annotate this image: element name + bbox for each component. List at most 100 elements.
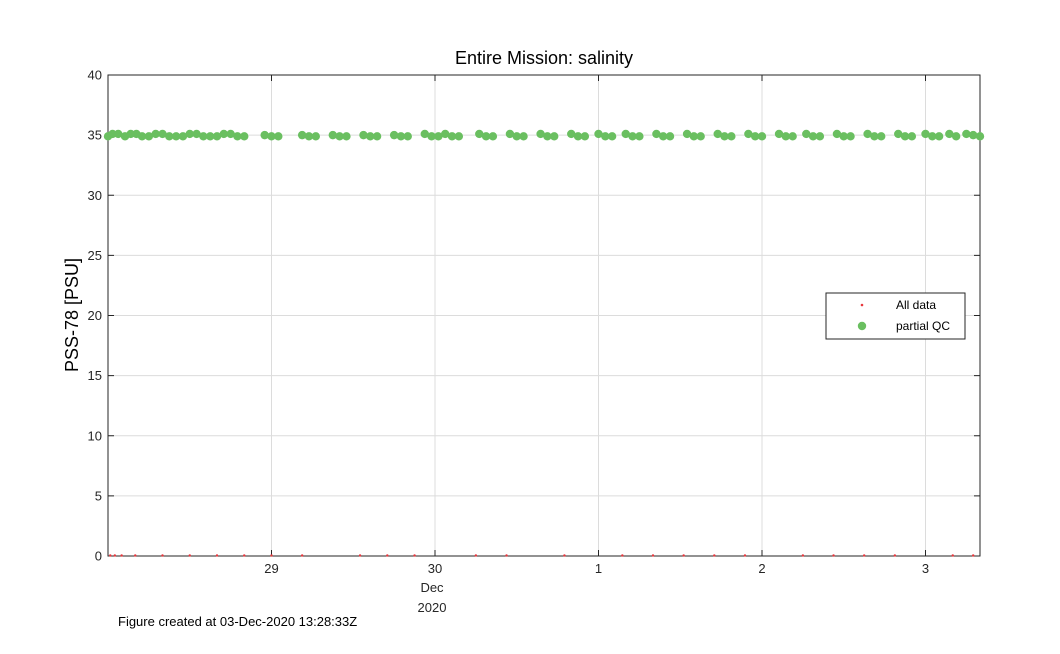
partial-qc-point [158, 129, 167, 139]
x-month-label: Dec [420, 580, 444, 595]
partial-qc-point [720, 132, 729, 141]
partial-qc-point [311, 132, 320, 141]
partial-qc-point [274, 132, 283, 141]
partial-qc-point [512, 132, 521, 141]
partial-qc-point [832, 129, 842, 139]
partial-qc-point [192, 129, 201, 139]
y-tick-label: 25 [88, 248, 102, 263]
partial-qc-point [567, 129, 576, 139]
partial-qc-point [621, 129, 630, 139]
figure-created-note: Figure created at 03-Dec-2020 13:28:33Z [118, 614, 358, 629]
partial-qc-point [137, 132, 147, 141]
partial-qc-point [335, 132, 344, 141]
x-tick-label: 29 [264, 561, 278, 576]
x-tick-label: 1 [595, 561, 602, 576]
partial-qc-point [240, 132, 249, 141]
all-data-point [505, 554, 508, 557]
partial-qc-point [628, 132, 637, 141]
partial-qc-point [297, 130, 307, 140]
partial-qc-point [114, 129, 123, 139]
all-data-point [951, 554, 954, 557]
all-data-point [113, 554, 117, 557]
partial-qc-point [543, 132, 552, 141]
series-partial-qc [103, 129, 985, 141]
partial-qc-point [226, 129, 235, 139]
partial-qc-point [481, 132, 491, 141]
all-data-point [270, 554, 273, 557]
partial-qc-point [877, 132, 886, 141]
chart-title: Entire Mission: salinity [455, 48, 633, 68]
all-data-point [474, 554, 478, 557]
all-data-point [893, 554, 897, 557]
x-axis-ticks: 29 30 1 2 3 [264, 75, 929, 576]
partial-qc-point [659, 132, 668, 141]
partial-qc-point [267, 132, 276, 141]
partial-qc-point [165, 132, 174, 141]
partial-qc-point [454, 132, 464, 141]
partial-qc-point [682, 129, 692, 139]
all-data-point [862, 554, 866, 557]
partial-qc-point [757, 132, 767, 141]
all-data-point [651, 554, 655, 557]
all-data-point [386, 554, 389, 557]
partial-qc-point [802, 129, 811, 139]
partial-qc-point [389, 130, 399, 140]
partial-qc-point [580, 132, 590, 141]
all-data-point [300, 554, 304, 557]
partial-qc-point [808, 132, 818, 141]
y-tick-label: 40 [88, 68, 102, 83]
legend-marker-partial-qc [857, 321, 867, 331]
all-data-point [621, 554, 624, 557]
partial-qc-point [863, 129, 872, 139]
all-data-point [801, 554, 805, 557]
partial-qc-point [744, 129, 753, 139]
partial-qc-point [870, 132, 879, 141]
partial-qc-point [594, 129, 603, 139]
partial-qc-point [219, 129, 229, 139]
partial-qc-point [815, 132, 825, 141]
partial-qc-point [359, 130, 368, 140]
all-data-point [413, 554, 416, 557]
y-tick-label: 0 [95, 549, 102, 564]
partial-qc-point [713, 129, 722, 139]
partial-qc-point [475, 129, 484, 139]
all-data-point [120, 554, 123, 557]
partial-qc-point [519, 132, 528, 141]
all-data-point [743, 554, 747, 557]
all-data-point [682, 554, 685, 557]
partial-qc-point [727, 132, 736, 141]
partial-qc-point [434, 132, 443, 141]
partial-qc-point [750, 132, 760, 141]
partial-qc-point [839, 132, 848, 141]
all-data-point [358, 554, 362, 557]
partial-qc-point [403, 132, 412, 141]
y-tick-label: 10 [88, 428, 102, 443]
all-data-point [109, 554, 112, 557]
grid-lines [108, 75, 980, 556]
partial-qc-point [962, 129, 971, 139]
partial-qc-point [665, 132, 675, 141]
all-data-point [971, 554, 975, 557]
partial-qc-point [900, 132, 910, 141]
partial-qc-point [975, 132, 985, 141]
partial-qc-point [573, 132, 583, 141]
partial-qc-point [928, 132, 937, 141]
partial-qc-point [366, 132, 375, 141]
partial-qc-point [185, 129, 194, 139]
partial-qc-point [689, 132, 699, 141]
all-data-point [215, 554, 219, 557]
x-year-label: 2020 [418, 600, 447, 615]
partial-qc-point [151, 129, 160, 139]
all-data-point [563, 554, 566, 557]
partial-qc-point [260, 130, 269, 140]
y-axis-ticks: 0 5 10 15 20 25 30 35 40 [88, 68, 980, 564]
legend-marker-all-data [860, 303, 864, 307]
y-tick-label: 20 [88, 308, 102, 323]
x-tick-label: 2 [758, 561, 765, 576]
series-all-data [109, 554, 975, 557]
partial-qc-point [951, 132, 961, 141]
partial-qc-point [652, 129, 661, 139]
all-data-point [832, 554, 835, 557]
all-data-point [188, 554, 191, 557]
y-tick-label: 5 [95, 488, 102, 503]
